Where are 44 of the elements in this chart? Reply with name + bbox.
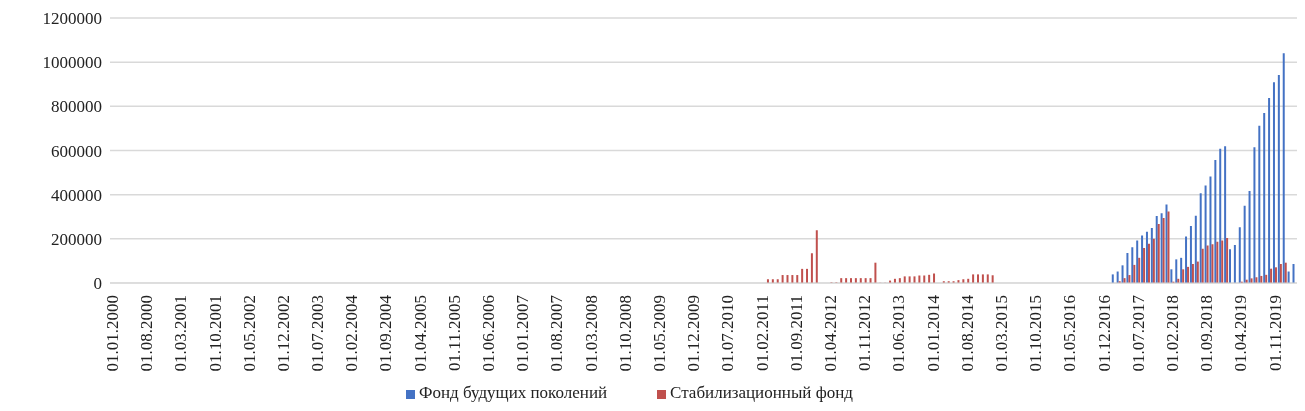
x-tick-label: 01.09.2018	[1197, 295, 1217, 372]
y-tick-label: 1000000	[42, 53, 102, 73]
y-tick-label: 800000	[51, 97, 102, 117]
y-tick-label: 1200000	[42, 9, 102, 29]
x-tick-label: 01.07.2003	[308, 295, 328, 372]
x-tick-label: 01.07.2017	[1128, 294, 1148, 372]
x-tick-label: 01.01.2000	[102, 295, 122, 372]
legend-label: Фонд будущих поколений	[419, 383, 608, 402]
x-tick-label: 01.01.2007	[513, 294, 533, 372]
x-tick-label: 01.11.2005	[444, 295, 464, 371]
legend-label: Стабилизационный фонд	[670, 383, 853, 402]
y-tick-label: 600000	[51, 141, 102, 161]
x-tick-label: 01.05.2009	[650, 295, 670, 372]
x-tick-label: 01.09.2011	[786, 295, 806, 371]
x-tick-label: 01.05.2002	[239, 295, 259, 372]
x-tick-label: 01.02.2011	[752, 295, 772, 371]
x-tick-label: 01.02.2004	[342, 294, 362, 372]
x-tick-label: 01.10.2008	[615, 295, 635, 372]
x-tick-label: 01.04.2005	[410, 295, 430, 372]
y-tick-label: 0	[93, 274, 102, 294]
x-tick-label: 01.04.2012	[821, 295, 840, 372]
x-tick-label: 01.03.2008	[581, 295, 601, 372]
x-tick-label: 01.12.2016	[1094, 295, 1114, 372]
x-tick-label: 01.08.2014	[957, 294, 977, 372]
x-tick-label: 01.07.2010	[718, 295, 738, 372]
x-tick-label: 01.06.2013	[889, 295, 909, 372]
x-tick-label: 01.10.2015	[1026, 295, 1046, 372]
x-tick-label: 01.02.2018	[1162, 295, 1182, 372]
y-tick-label: 200000	[51, 229, 102, 249]
x-tick-label: 01.11.2019	[1265, 295, 1285, 371]
y-tick-label: 400000	[51, 185, 102, 205]
x-tick-label: 01.03.2015	[991, 295, 1011, 372]
x-tick-label: 01.12.2002	[273, 295, 293, 372]
x-tick-label: 01.06.2006	[479, 295, 499, 372]
x-tick-label: 01.04.2019	[1231, 295, 1251, 372]
x-tick-label: 01.08.2000	[137, 295, 157, 372]
x-tick-label: 01.09.2004	[376, 294, 396, 372]
x-tick-label: 01.03.2001	[171, 295, 191, 372]
x-tick-label: 01.10.2001	[205, 295, 225, 372]
x-tick-label: 01.11.2012	[855, 295, 875, 371]
x-tick-label: 01.01.2014	[923, 294, 943, 372]
x-tick-label: 01.12.2009	[684, 295, 704, 372]
x-tick-label: 01.08.2007	[547, 294, 567, 372]
x-tick-label: 01.05.2016	[1060, 295, 1080, 372]
